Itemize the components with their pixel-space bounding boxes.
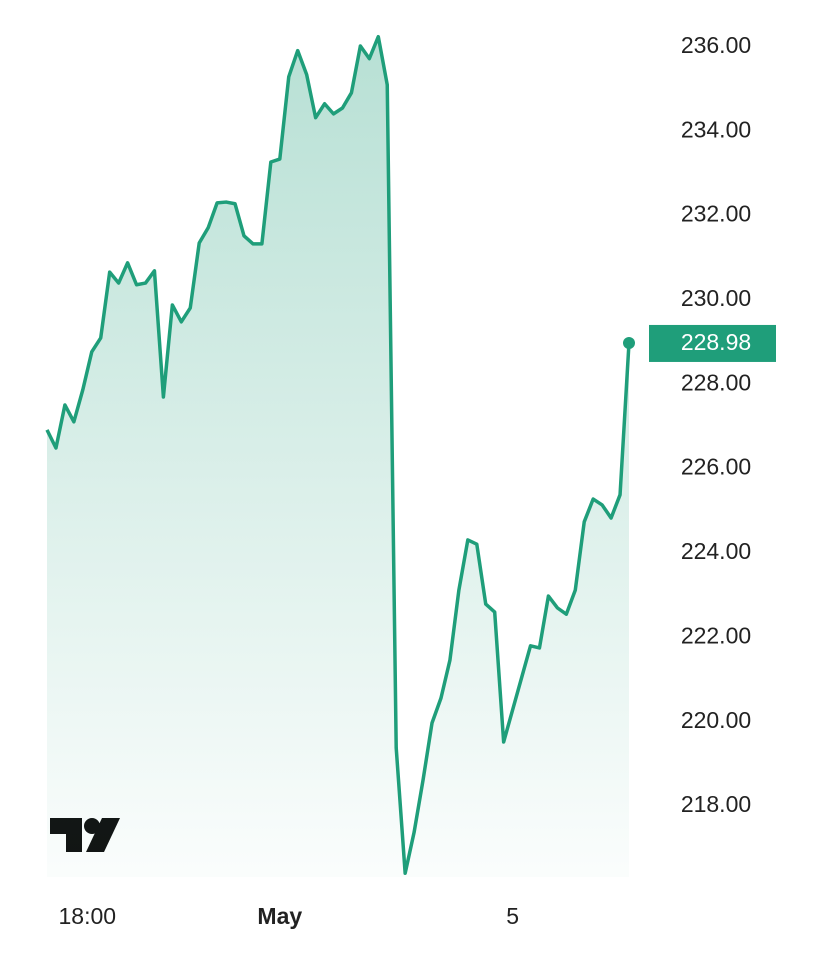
last-price-label: 228.98 (681, 329, 751, 355)
last-point (623, 336, 635, 349)
x-tick-label: May (257, 903, 302, 929)
y-tick-label: 220.00 (681, 707, 751, 733)
y-tick-label: 224.00 (681, 538, 751, 564)
y-tick-label: 218.00 (681, 791, 751, 817)
price-line (45, 34, 631, 875)
last-price-box (649, 324, 776, 362)
y-tick-label: 236.00 (681, 32, 751, 58)
y-tick-label: 230.00 (681, 285, 751, 311)
y-tick-label: 226.00 (681, 454, 751, 480)
y-tick-label: 232.00 (681, 201, 751, 227)
area-fill (47, 36, 629, 878)
x-tick-label: 5 (506, 903, 519, 929)
y-tick-label: 228.00 (681, 369, 751, 395)
y-tick-label: 222.00 (681, 622, 751, 648)
x-tick-label: 18:00 (59, 903, 117, 929)
y-tick-label: 234.00 (681, 116, 751, 142)
